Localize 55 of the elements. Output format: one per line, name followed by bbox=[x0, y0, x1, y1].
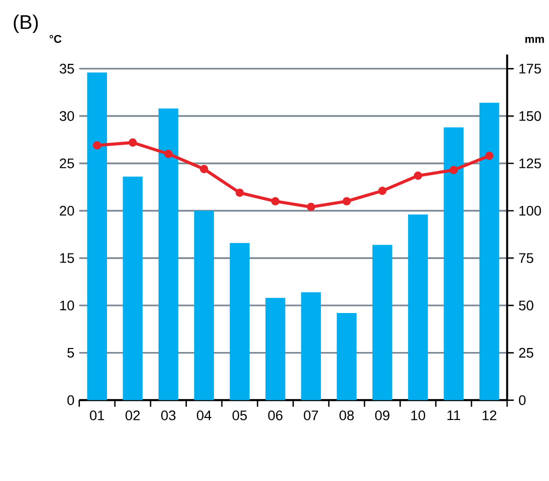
y2-tick-label: 0 bbox=[518, 395, 526, 405]
bar bbox=[479, 102, 500, 400]
x-tick-label: 09 bbox=[375, 410, 390, 420]
y2-tick-label: 175 bbox=[519, 64, 541, 74]
point bbox=[200, 164, 208, 174]
bar bbox=[372, 244, 392, 400]
x-tick-label: 02 bbox=[126, 410, 140, 420]
bar bbox=[336, 312, 357, 400]
y2-axis-title: mm bbox=[525, 36, 544, 43]
y-tick-label: 0 bbox=[67, 395, 74, 405]
y-axis-title: °C bbox=[50, 34, 62, 43]
x-tick-label: 12 bbox=[482, 410, 496, 420]
y2-tick-label: 150 bbox=[519, 110, 541, 121]
x-tick-label: 11 bbox=[448, 410, 460, 420]
y-tick-label: 15 bbox=[60, 253, 74, 263]
point bbox=[236, 188, 244, 197]
bar bbox=[408, 214, 428, 400]
x-tick-label: 08 bbox=[340, 410, 354, 420]
y-tick-label: 25 bbox=[60, 158, 74, 168]
y2-tick-label: 100 bbox=[519, 206, 541, 216]
point bbox=[485, 151, 494, 160]
bar bbox=[122, 176, 143, 400]
bar bbox=[265, 298, 286, 400]
chart-title: (B) bbox=[14, 14, 38, 33]
x-tick-label: 05 bbox=[232, 410, 247, 420]
x-tick-label: 07 bbox=[304, 410, 318, 420]
y2-tick-label: 125 bbox=[519, 158, 541, 168]
x-tick-label: 01 bbox=[90, 410, 104, 420]
bar bbox=[158, 108, 178, 400]
y-tick-label: 5 bbox=[67, 348, 74, 358]
y-tick-label: 35 bbox=[60, 64, 74, 74]
y-tick-label: 30 bbox=[60, 110, 74, 121]
y-tick-label: 10 bbox=[60, 300, 74, 310]
point bbox=[449, 166, 458, 174]
point bbox=[164, 150, 173, 158]
x-tick-label: 10 bbox=[411, 410, 426, 420]
x-tick-label: 06 bbox=[268, 410, 282, 420]
y2-tick-label: 50 bbox=[518, 300, 534, 310]
bar bbox=[87, 72, 107, 400]
y2-tick-label: 75 bbox=[519, 253, 534, 263]
y-tick-label: 20 bbox=[60, 206, 74, 216]
bar bbox=[194, 210, 214, 400]
point bbox=[92, 141, 102, 150]
y2-tick-label: 25 bbox=[519, 348, 534, 358]
point bbox=[414, 171, 422, 180]
x-tick-label: 04 bbox=[196, 410, 212, 420]
point bbox=[271, 196, 280, 206]
bar bbox=[444, 127, 464, 400]
point bbox=[306, 202, 316, 211]
point bbox=[128, 138, 137, 147]
point bbox=[378, 186, 386, 195]
point bbox=[342, 196, 351, 206]
bar bbox=[301, 292, 321, 400]
bar bbox=[230, 242, 250, 400]
x-tick-label: 03 bbox=[161, 410, 176, 420]
